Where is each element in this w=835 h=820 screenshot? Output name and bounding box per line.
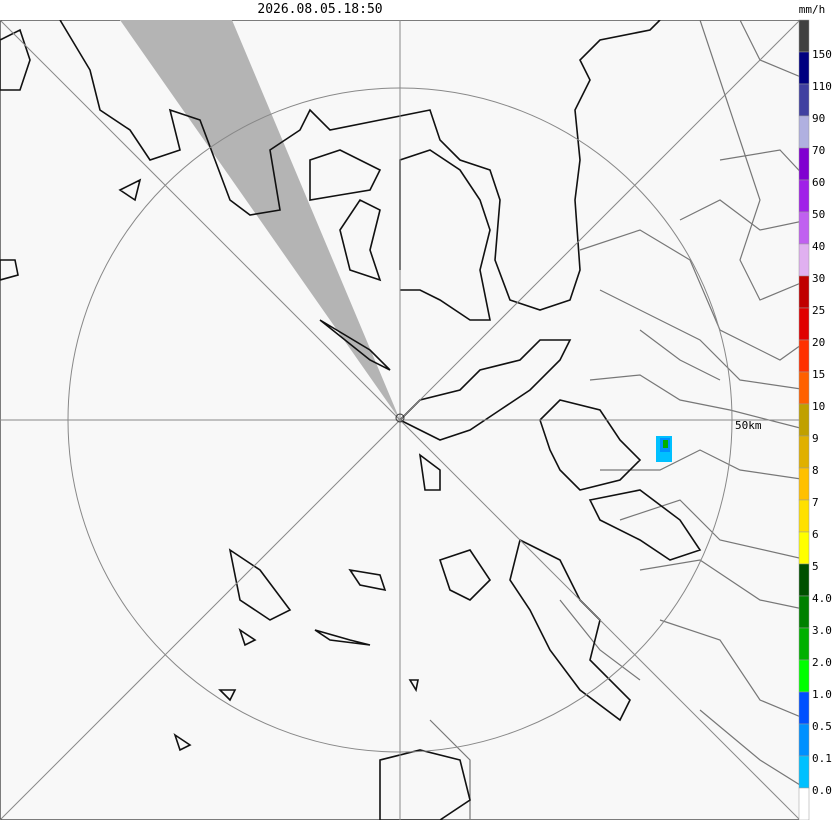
legend-swatch bbox=[798, 179, 810, 213]
legend-swatch bbox=[798, 403, 810, 437]
legend-label: 1.0 bbox=[812, 688, 832, 701]
legend-label: 40 bbox=[812, 240, 825, 253]
legend-label: 4.0 bbox=[812, 592, 832, 605]
legend-label: 6 bbox=[812, 528, 819, 541]
legend-label: 2.0 bbox=[812, 656, 832, 669]
legend-label: 20 bbox=[812, 336, 825, 349]
legend-swatch bbox=[798, 51, 810, 85]
legend-swatch bbox=[798, 595, 810, 629]
legend-swatch bbox=[798, 755, 810, 789]
diagonal-line bbox=[0, 20, 801, 820]
legend-swatch bbox=[798, 243, 810, 277]
unit: mm/h bbox=[799, 3, 826, 16]
radar-site bbox=[395, 413, 405, 423]
legend-swatch bbox=[798, 147, 810, 181]
legend-label: 60 bbox=[812, 176, 825, 189]
legend-swatch bbox=[798, 467, 810, 501]
timestamp: 2026.08.05.18:50 bbox=[257, 2, 382, 17]
legend-swatch bbox=[798, 435, 810, 469]
legend-swatch bbox=[798, 691, 810, 725]
legend-swatch bbox=[798, 659, 810, 693]
legend-swatch bbox=[798, 211, 810, 245]
legend-swatch bbox=[798, 275, 810, 309]
legend-label: 150 bbox=[812, 48, 832, 61]
legend-swatch bbox=[798, 723, 810, 757]
legend-label: 5 bbox=[812, 560, 819, 573]
legend-label: 0.1 bbox=[812, 752, 832, 765]
range-label: 50km bbox=[735, 419, 762, 432]
legend-swatch bbox=[798, 787, 810, 820]
admin-borders bbox=[429, 20, 808, 820]
legend-label: 25 bbox=[812, 304, 825, 317]
legend-label: 0.5 bbox=[812, 720, 832, 733]
legend-swatch bbox=[798, 19, 810, 53]
legend-label: 8 bbox=[812, 464, 819, 477]
legend-swatch bbox=[798, 371, 810, 405]
map: 50km bbox=[0, 20, 808, 820]
precipitation-echo bbox=[656, 436, 672, 462]
legend-label: 3.0 bbox=[812, 624, 832, 637]
legend-label: 50 bbox=[812, 208, 825, 221]
legend-swatch bbox=[798, 563, 810, 597]
legend-label: 90 bbox=[812, 112, 825, 125]
legend-swatch bbox=[798, 531, 810, 565]
legend-label: 9 bbox=[812, 432, 819, 445]
legend-label: 110 bbox=[812, 80, 832, 93]
legend-label: 0.0 bbox=[812, 784, 832, 797]
legend-swatch bbox=[798, 499, 810, 533]
blocked-sector bbox=[120, 20, 400, 420]
legend-label: 30 bbox=[812, 272, 825, 285]
legend: 150 110 90 70 60 50 40 30 25 20 15 10 9 8 7 6 5 4.0 3.0 2.0… bbox=[798, 19, 832, 820]
coastline bbox=[0, 20, 702, 820]
legend-label: 70 bbox=[812, 144, 825, 157]
legend-swatch bbox=[798, 339, 810, 373]
legend-label: 15 bbox=[812, 368, 825, 381]
legend-swatch bbox=[798, 115, 810, 149]
legend-label: 10 bbox=[812, 400, 825, 413]
legend-swatch bbox=[798, 627, 810, 661]
legend-swatch bbox=[798, 307, 810, 341]
legend-label: 7 bbox=[812, 496, 819, 509]
legend-swatch bbox=[798, 83, 810, 117]
